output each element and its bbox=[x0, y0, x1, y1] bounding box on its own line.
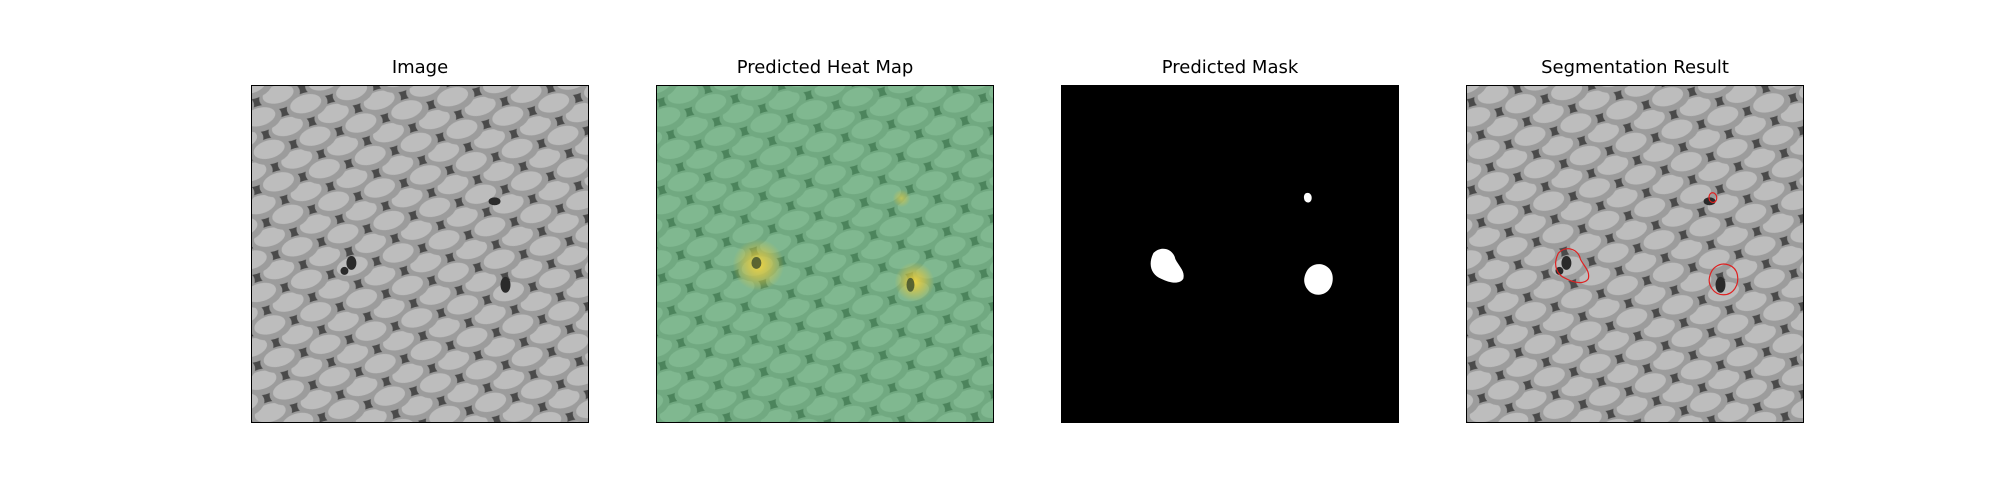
defect-spot bbox=[346, 255, 357, 270]
mask-blob bbox=[1304, 264, 1333, 295]
panel-title-image: Image bbox=[391, 57, 449, 78]
mesh-image bbox=[252, 86, 588, 422]
panel-result: Segmentation Result bbox=[1466, 57, 1804, 423]
panel-title-result: Segmentation Result bbox=[1541, 57, 1729, 78]
panel-title-mask: Predicted Mask bbox=[1161, 57, 1299, 78]
segmentation-image bbox=[1467, 86, 1803, 422]
mask-axes bbox=[1061, 85, 1399, 423]
defect-spot bbox=[500, 276, 511, 293]
contour bbox=[1708, 263, 1739, 296]
mask-blob bbox=[1303, 192, 1312, 203]
contour bbox=[1708, 192, 1718, 204]
panel-image: Image bbox=[251, 57, 589, 423]
heat-spot bbox=[892, 189, 911, 208]
defect-spot bbox=[340, 266, 349, 275]
heatmap-image bbox=[657, 86, 993, 422]
defect-spot bbox=[488, 197, 501, 206]
panel-title-heatmap: Predicted Heat Map bbox=[736, 57, 914, 78]
mask-image bbox=[1062, 86, 1398, 422]
image-axes bbox=[251, 85, 589, 423]
panel-mask: Predicted Mask bbox=[1061, 57, 1399, 423]
defects bbox=[340, 197, 511, 293]
heat-spot bbox=[894, 261, 935, 302]
mask-blob bbox=[1150, 248, 1184, 283]
panel-heatmap: Predicted Heat Map bbox=[656, 57, 994, 423]
contour bbox=[1555, 248, 1590, 284]
heatmap-axes bbox=[656, 85, 994, 423]
mask-blobs bbox=[1150, 192, 1333, 295]
contours bbox=[1555, 192, 1739, 296]
result-axes bbox=[1466, 85, 1804, 423]
